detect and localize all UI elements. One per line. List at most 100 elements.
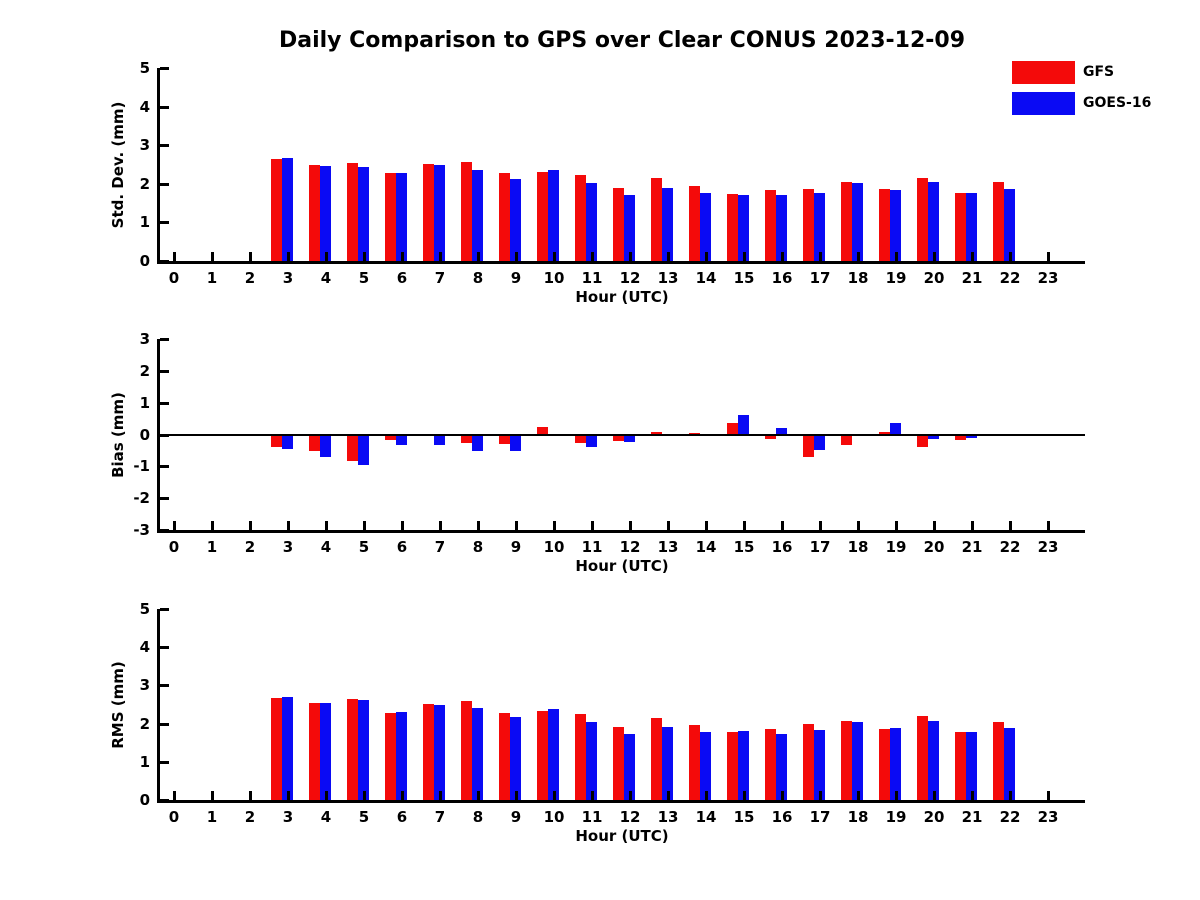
bar-goes-16-h15 [737, 195, 749, 261]
x-tick-label: 15 [733, 538, 755, 556]
bar-gfs-h14 [688, 725, 700, 800]
x-tick-label: 7 [434, 269, 446, 287]
stddev-x-axis-label: Hour (UTC) [575, 288, 669, 306]
bar-goes-16-h20 [927, 181, 939, 261]
bar-goes-16-h12 [623, 194, 635, 261]
x-tick-label: 23 [1037, 269, 1059, 287]
bar-gfs-h9 [498, 173, 510, 261]
x-tick-label: 14 [695, 269, 717, 287]
x-tick [173, 791, 176, 800]
x-tick-label: 5 [358, 808, 370, 826]
x-tick [477, 252, 480, 261]
bar-goes-16-h7 [433, 165, 445, 261]
x-tick-label: 7 [434, 808, 446, 826]
x-tick-label: 11 [581, 269, 603, 287]
bar-goes-16-h8 [471, 434, 483, 451]
bar-goes-16-h16 [775, 428, 787, 435]
bar-gfs-h17 [802, 723, 814, 800]
y-tick-label: 5 [139, 59, 150, 77]
y-tick-label: 3 [139, 136, 150, 155]
y-tick [160, 433, 169, 437]
bar-goes-16-h9 [509, 716, 521, 800]
bar-gfs-h16 [764, 434, 776, 439]
bar-gfs-h6 [384, 434, 396, 441]
x-tick-label: 5 [358, 269, 370, 287]
x-tick [287, 252, 290, 261]
x-tick-label: 0 [168, 538, 180, 556]
bar-goes-16-h21 [965, 732, 977, 800]
x-tick-label: 10 [543, 269, 565, 287]
bar-gfs-h3 [270, 159, 282, 261]
y-tick [160, 684, 169, 688]
bar-gfs-h3 [270, 434, 282, 447]
bar-goes-16-h13 [661, 188, 673, 261]
bar-gfs-h20 [916, 178, 928, 261]
x-tick [325, 252, 328, 261]
x-tick [1009, 521, 1012, 530]
x-tick-label: 9 [510, 808, 522, 826]
bar-goes-16-h22 [1003, 728, 1015, 800]
rms-y-axis-label: RMS (mm) [109, 660, 127, 749]
bar-gfs-h5 [346, 698, 358, 800]
x-tick [249, 521, 252, 530]
x-tick-label: 8 [472, 808, 484, 826]
bias-x-axis-label: Hour (UTC) [575, 557, 669, 575]
x-tick [173, 521, 176, 530]
axis-spine-left [157, 339, 160, 533]
bar-gfs-h15 [726, 732, 738, 800]
y-tick-label: 0 [139, 425, 150, 444]
y-tick [160, 646, 169, 650]
x-tick [667, 521, 670, 530]
bar-goes-16-h17 [813, 434, 825, 450]
bar-gfs-h16 [764, 729, 776, 800]
bar-goes-16-h19 [889, 728, 901, 800]
x-tick [515, 252, 518, 261]
bar-goes-16-h8 [471, 169, 483, 261]
bar-goes-16-h14 [699, 731, 711, 800]
bar-gfs-h5 [346, 434, 358, 461]
zero-line [160, 433, 1085, 436]
bar-goes-16-h6 [395, 172, 407, 261]
x-tick [781, 791, 784, 800]
x-tick [439, 521, 442, 530]
x-tick [287, 521, 290, 530]
bar-gfs-h21 [954, 732, 966, 800]
x-tick [553, 791, 556, 800]
bar-goes-16-h4 [319, 166, 331, 261]
bar-goes-16-h3 [281, 434, 293, 449]
x-tick [515, 791, 518, 800]
bar-goes-16-h12 [623, 434, 635, 442]
y-tick-label: 2 [139, 361, 150, 380]
bar-gfs-h12 [612, 726, 624, 800]
x-tick [477, 791, 480, 800]
legend-swatch-goes-16 [1012, 92, 1075, 115]
x-tick-label: 0 [168, 808, 180, 826]
bar-goes-16-h11 [585, 434, 597, 447]
x-tick [401, 252, 404, 261]
x-tick-label: 6 [396, 538, 408, 556]
bar-gfs-h16 [764, 189, 776, 261]
x-tick-label: 17 [809, 538, 831, 556]
x-tick [211, 521, 214, 530]
bar-goes-16-h21 [965, 434, 977, 438]
x-tick [1047, 521, 1050, 530]
x-tick [705, 791, 708, 800]
rms-x-axis-label: Hour (UTC) [575, 827, 669, 845]
bar-gfs-h17 [802, 434, 814, 457]
x-tick-label: 14 [695, 538, 717, 556]
x-tick-label: 20 [923, 808, 945, 826]
bar-goes-16-h3 [281, 696, 293, 800]
y-tick-label: 2 [139, 174, 150, 193]
x-tick [515, 521, 518, 530]
bar-goes-16-h17 [813, 730, 825, 800]
bar-gfs-h11 [574, 174, 586, 261]
x-tick-label: 5 [358, 538, 370, 556]
bar-gfs-h12 [612, 434, 624, 441]
y-tick [160, 722, 169, 726]
x-tick [857, 252, 860, 261]
y-tick-label: -1 [133, 457, 150, 476]
y-tick [160, 799, 169, 802]
